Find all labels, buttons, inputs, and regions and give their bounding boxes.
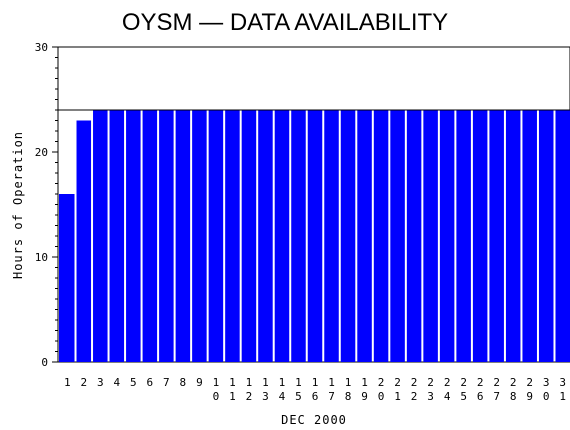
bar xyxy=(291,110,306,362)
y-tick-label: 30 xyxy=(35,41,48,54)
bar xyxy=(324,110,339,362)
bar xyxy=(126,110,141,362)
bar xyxy=(76,120,92,362)
x-tick-label: 5 xyxy=(130,376,137,389)
bar xyxy=(439,110,455,362)
x-tick-label: 6 xyxy=(147,376,154,389)
y-tick-label: 0 xyxy=(41,356,48,369)
bar xyxy=(93,110,108,362)
bar xyxy=(340,110,356,362)
bar xyxy=(208,110,224,362)
bar xyxy=(456,110,471,362)
bar xyxy=(505,110,521,362)
bar xyxy=(142,110,158,362)
chart-title: OYSM — DATA AVAILABILITY xyxy=(122,9,448,36)
bar xyxy=(225,110,240,362)
x-tick-label: 9 xyxy=(196,376,203,389)
x-tick-label: 8 xyxy=(180,376,187,389)
bar xyxy=(274,110,290,362)
bar xyxy=(59,194,75,362)
x-tick-label: 7 xyxy=(163,376,170,389)
bar xyxy=(109,110,125,362)
bar xyxy=(373,110,389,362)
bar xyxy=(522,110,537,362)
bar xyxy=(390,110,405,362)
bar xyxy=(159,110,174,362)
y-tick-label: 10 xyxy=(35,251,48,264)
x-tick-label: 4 xyxy=(113,376,120,389)
bar xyxy=(489,110,504,362)
bar xyxy=(175,110,191,362)
y-tick-label: 20 xyxy=(35,146,48,159)
x-tick-label: 2 xyxy=(80,376,87,389)
bar xyxy=(258,110,273,362)
bar xyxy=(423,110,438,362)
y-axis-label: Hours of Operation xyxy=(11,131,25,279)
x-tick-label: 3 xyxy=(97,376,104,389)
bar xyxy=(241,110,257,362)
bar xyxy=(555,110,570,362)
bar xyxy=(192,110,207,362)
bar xyxy=(357,110,372,362)
bar xyxy=(538,110,554,362)
x-tick-label: 1 xyxy=(64,376,71,389)
bar xyxy=(472,110,488,362)
bar xyxy=(307,110,323,362)
bar xyxy=(406,110,422,362)
x-axis-label: DEC 2000 xyxy=(281,413,347,427)
